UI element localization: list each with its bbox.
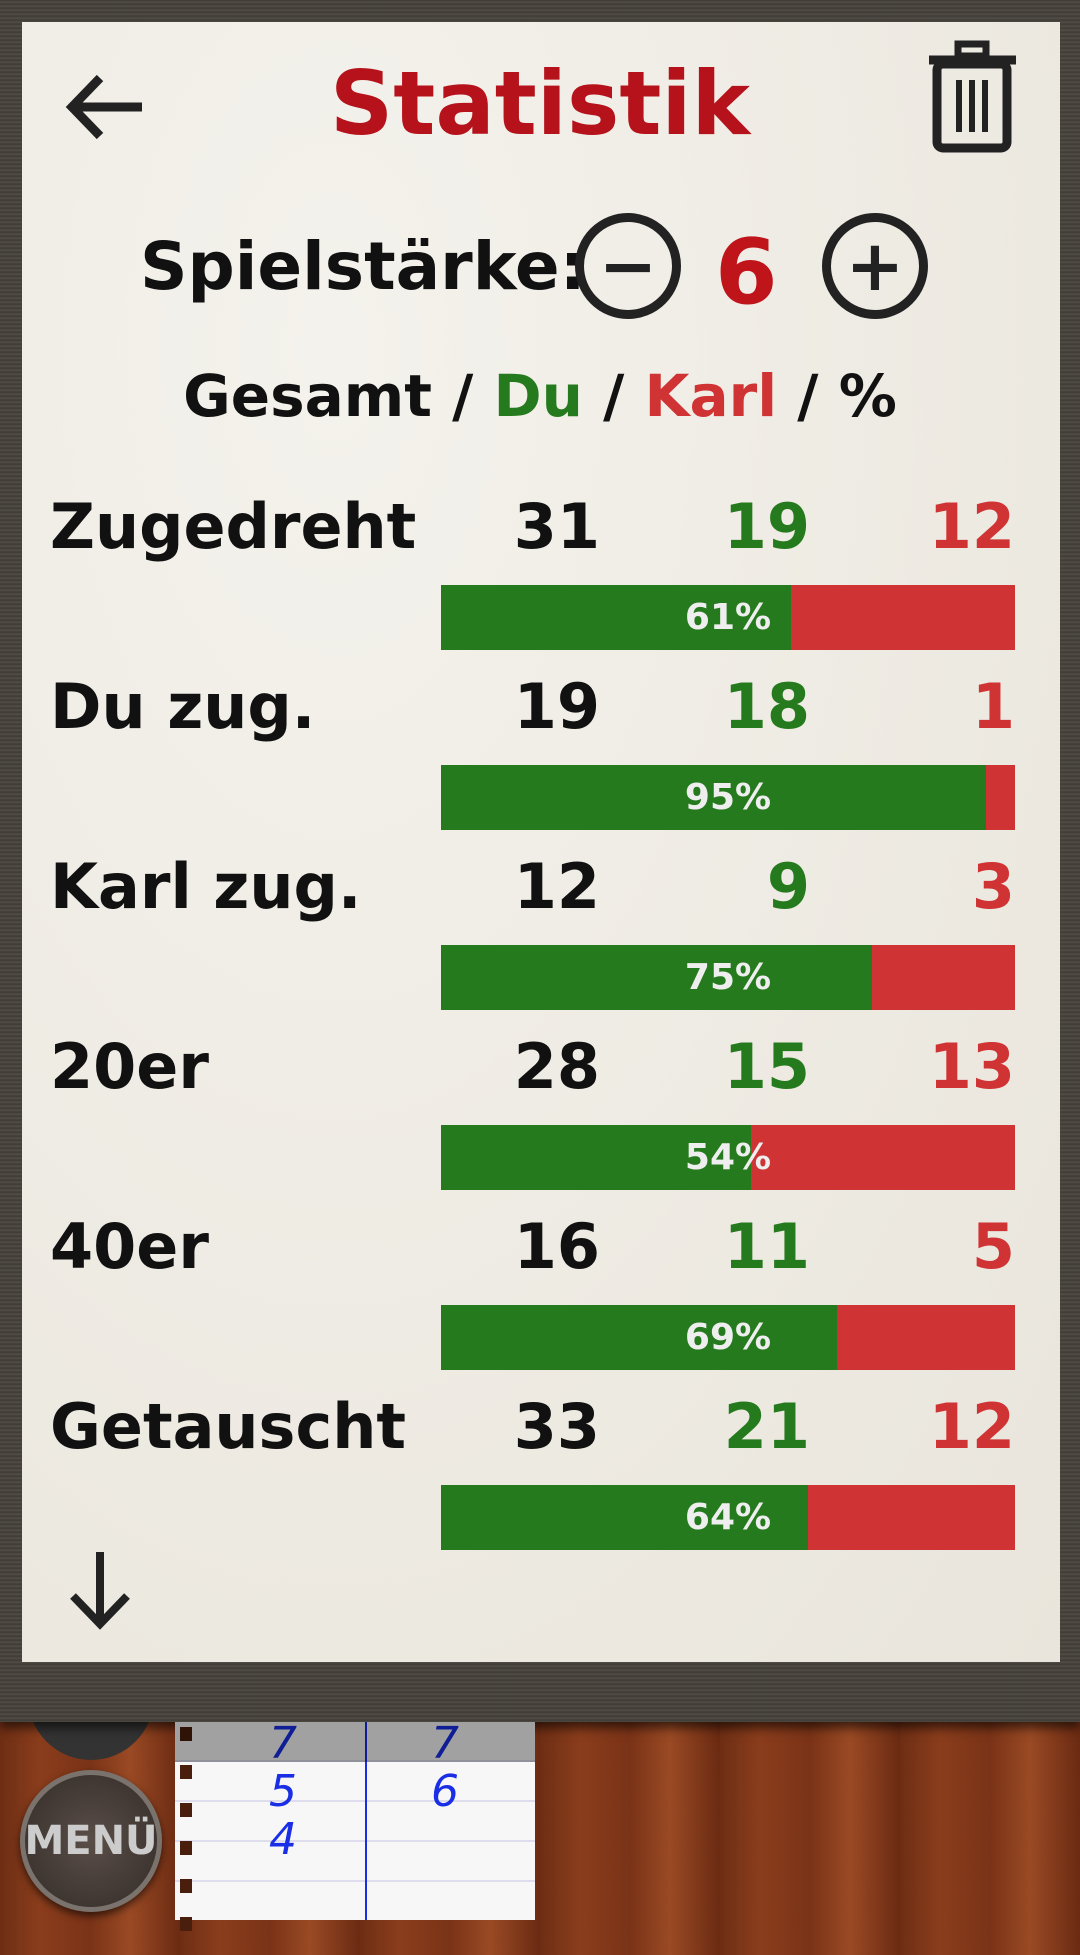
stat-you: 15 <box>723 1030 810 1103</box>
stat-percent-label: 75% <box>684 957 772 998</box>
legend-opponent: Karl <box>644 362 778 430</box>
stat-percent-label: 61% <box>684 597 772 638</box>
stat-opponent: 13 <box>928 1030 1015 1103</box>
stat-total: 31 <box>513 490 600 563</box>
stat-percent-label: 64% <box>684 1497 772 1538</box>
stat-percent-fill <box>441 1485 809 1550</box>
stat-label: Zugedreht <box>50 490 417 563</box>
stat-you: 9 <box>766 850 810 923</box>
arrow-left-icon <box>65 74 142 140</box>
strength-value: 6 <box>715 220 778 325</box>
legend-sep: / <box>582 362 645 430</box>
stat-total: 12 <box>513 850 600 923</box>
stat-percent-bar: 61% <box>441 585 1015 650</box>
stat-percent-fill <box>441 945 872 1010</box>
arrow-down-icon <box>70 1552 130 1630</box>
stat-you: 19 <box>723 490 810 563</box>
stats-dialog-frame: Statistik Spielstärke: − 6 + Gesamt / Du… <box>0 0 1080 1722</box>
scroll-down-button[interactable] <box>65 1548 135 1630</box>
plus-icon: + <box>845 225 905 307</box>
score-left: 4 <box>269 1814 297 1865</box>
legend-total: Gesamt <box>183 362 432 430</box>
menu-label: MENÜ <box>24 1818 158 1864</box>
delete-stats-button[interactable] <box>925 40 1020 155</box>
stat-opponent: 3 <box>971 850 1015 923</box>
stat-opponent: 12 <box>928 1390 1015 1463</box>
score-notepad: 7 5 4 7 6 <box>175 1718 535 1931</box>
notepad-divider <box>365 1722 367 1920</box>
stat-percent-fill <box>441 1305 838 1370</box>
stat-percent-bar: 54% <box>441 1125 1015 1190</box>
frame-shadow <box>175 1722 535 1762</box>
stat-label: Du zug. <box>50 670 316 743</box>
legend-sep: / <box>431 362 494 430</box>
stat-percent-label: 95% <box>684 777 772 818</box>
legend-sep: / <box>777 362 839 430</box>
score-left: 5 <box>269 1766 297 1817</box>
stat-label: 40er <box>50 1210 209 1283</box>
stat-percent-bar: 69% <box>441 1305 1015 1370</box>
stat-percent-label: 54% <box>684 1137 772 1178</box>
stat-total: 28 <box>513 1030 600 1103</box>
stat-percent-bar: 64% <box>441 1485 1015 1550</box>
stat-you: 18 <box>723 670 810 743</box>
stat-total: 19 <box>513 670 600 743</box>
decrease-strength-button[interactable]: − <box>575 213 681 319</box>
score-right: 6 <box>431 1766 459 1817</box>
trash-icon <box>929 40 1016 153</box>
stat-percent-bar: 75% <box>441 945 1015 1010</box>
page-title: Statistik <box>329 52 751 155</box>
strength-label: Spielstärke: <box>140 228 586 305</box>
legend-percent: % <box>838 362 897 430</box>
stat-percent-fill <box>441 765 987 830</box>
increase-strength-button[interactable]: + <box>822 213 928 319</box>
legend-you: Du <box>493 362 583 430</box>
minus-icon: − <box>598 225 658 307</box>
stat-total: 16 <box>513 1210 600 1283</box>
stat-label: Karl zug. <box>50 850 362 923</box>
menu-button[interactable]: MENÜ <box>20 1770 162 1912</box>
back-button[interactable] <box>62 72 152 142</box>
stat-percent-fill <box>441 1125 751 1190</box>
column-legend: Gesamt / Du / Karl / % <box>0 362 1080 430</box>
score-right: 7 <box>431 1718 459 1769</box>
stat-total: 33 <box>513 1390 600 1463</box>
stat-opponent: 5 <box>971 1210 1015 1283</box>
stat-opponent: 12 <box>928 490 1015 563</box>
score-left: 7 <box>269 1718 297 1769</box>
stat-opponent: 1 <box>971 670 1015 743</box>
stat-you: 21 <box>723 1390 810 1463</box>
stat-percent-bar: 95% <box>441 765 1015 830</box>
stat-percent-fill <box>441 585 792 650</box>
stat-you: 11 <box>723 1210 810 1283</box>
stat-label: Getauscht <box>50 1390 406 1463</box>
stat-label: 20er <box>50 1030 209 1103</box>
stat-percent-label: 69% <box>684 1317 772 1358</box>
